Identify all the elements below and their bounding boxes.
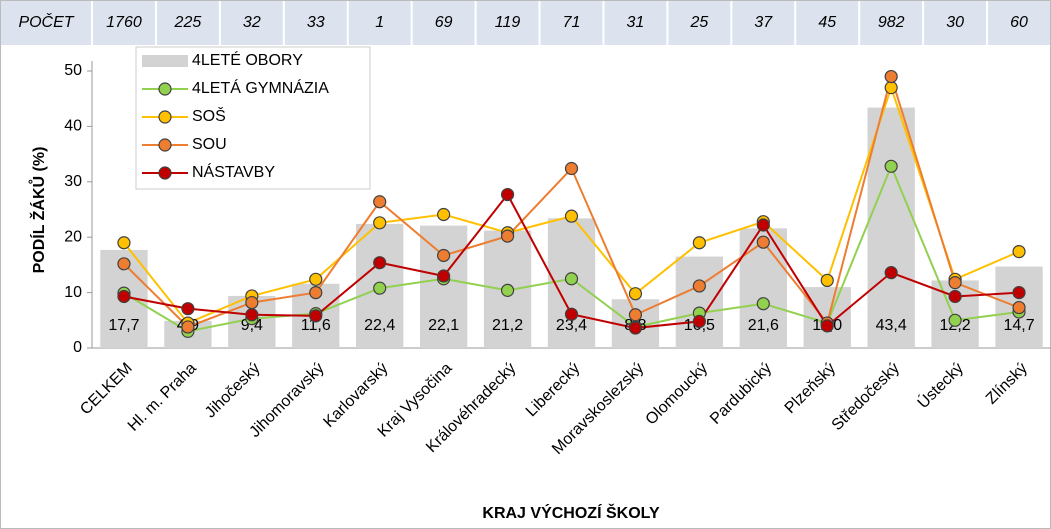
data-label: 22,4 xyxy=(364,317,395,334)
count-label: 33 xyxy=(307,14,325,31)
bar xyxy=(419,225,468,348)
legend-label: SOU xyxy=(192,136,227,153)
data-label: 23,4 xyxy=(556,317,587,334)
marker xyxy=(500,283,515,297)
marker xyxy=(756,235,770,249)
data-label: 17,7 xyxy=(108,317,139,334)
count-label: 30 xyxy=(946,14,964,31)
count-header xyxy=(1,1,1050,45)
marker xyxy=(309,286,323,300)
data-label: 21,6 xyxy=(748,317,779,334)
marker xyxy=(117,289,131,304)
marker xyxy=(692,314,706,329)
data-label: 22,1 xyxy=(428,317,459,334)
legend-marker xyxy=(158,82,172,96)
marker xyxy=(1012,286,1026,300)
count-label: 69 xyxy=(435,14,453,31)
marker xyxy=(884,69,898,84)
count-label: 60 xyxy=(1010,14,1028,31)
count-label: 225 xyxy=(174,14,202,31)
data-label: 43,4 xyxy=(876,317,907,334)
marker xyxy=(309,272,323,286)
legend-label: SOŠ xyxy=(192,106,226,125)
y-tick-label: 40 xyxy=(64,118,82,135)
count-header-label: POČET xyxy=(18,12,74,31)
marker xyxy=(500,187,515,202)
marker xyxy=(884,81,898,95)
marker xyxy=(500,229,515,243)
marker xyxy=(373,216,387,230)
legend-label: 4LETÉ OBORY xyxy=(192,50,303,69)
y-tick-label: 10 xyxy=(64,284,82,301)
legend-label: NÁSTAVBY xyxy=(192,162,275,181)
marker xyxy=(756,297,770,311)
marker xyxy=(948,276,962,290)
count-label: 1760 xyxy=(106,14,142,31)
legend-marker xyxy=(158,138,172,152)
marker xyxy=(437,248,451,263)
marker xyxy=(692,236,706,250)
marker xyxy=(373,195,387,209)
count-label: 32 xyxy=(243,14,261,31)
legend-label: 4LETÁ GYMNÁZIA xyxy=(192,78,329,97)
count-label: 1 xyxy=(375,14,384,31)
marker xyxy=(181,302,195,316)
bar xyxy=(867,107,915,349)
y-tick-label: 20 xyxy=(64,228,82,245)
marker xyxy=(884,266,898,280)
marker xyxy=(564,272,579,286)
marker xyxy=(692,279,706,293)
count-label: 37 xyxy=(754,14,773,31)
marker xyxy=(245,295,259,310)
count-label: 25 xyxy=(689,14,708,31)
legend-marker xyxy=(158,166,172,180)
marker xyxy=(117,257,131,271)
data-label: 21,2 xyxy=(492,317,523,334)
marker xyxy=(884,159,898,173)
count-label: 982 xyxy=(878,14,905,31)
marker xyxy=(181,320,195,334)
marker xyxy=(245,308,259,322)
marker xyxy=(564,209,579,223)
marker xyxy=(628,287,643,301)
marker xyxy=(820,273,834,288)
count-label: 71 xyxy=(563,14,581,31)
marker xyxy=(564,161,579,176)
y-tick-label: 0 xyxy=(73,339,82,356)
marker xyxy=(564,307,579,321)
marker xyxy=(628,321,643,335)
count-label: 119 xyxy=(495,14,521,31)
marker xyxy=(437,269,451,283)
marker xyxy=(948,289,962,304)
legend-swatch xyxy=(142,55,188,67)
legend-marker xyxy=(158,110,172,124)
data-label: 14,7 xyxy=(1003,317,1034,334)
marker xyxy=(1012,300,1026,315)
marker xyxy=(117,236,131,250)
x-axis-label: KRAJ VÝCHOZÍ ŠKOLY xyxy=(482,503,660,522)
y-tick-label: 30 xyxy=(64,173,82,190)
marker xyxy=(820,319,834,333)
marker xyxy=(437,207,451,222)
marker xyxy=(628,308,643,322)
marker xyxy=(756,218,770,232)
count-label: 45 xyxy=(818,14,836,31)
marker xyxy=(948,313,962,327)
y-tick-label: 50 xyxy=(64,62,82,79)
marker xyxy=(309,309,323,323)
marker xyxy=(373,256,387,270)
marker xyxy=(373,281,387,295)
bar xyxy=(675,256,724,348)
marker xyxy=(1012,245,1026,259)
y-axis-label: PODÍL ŽÁKŮ (%) xyxy=(28,147,48,274)
count-label: 31 xyxy=(627,14,645,31)
data-label: 11,6 xyxy=(301,317,331,334)
